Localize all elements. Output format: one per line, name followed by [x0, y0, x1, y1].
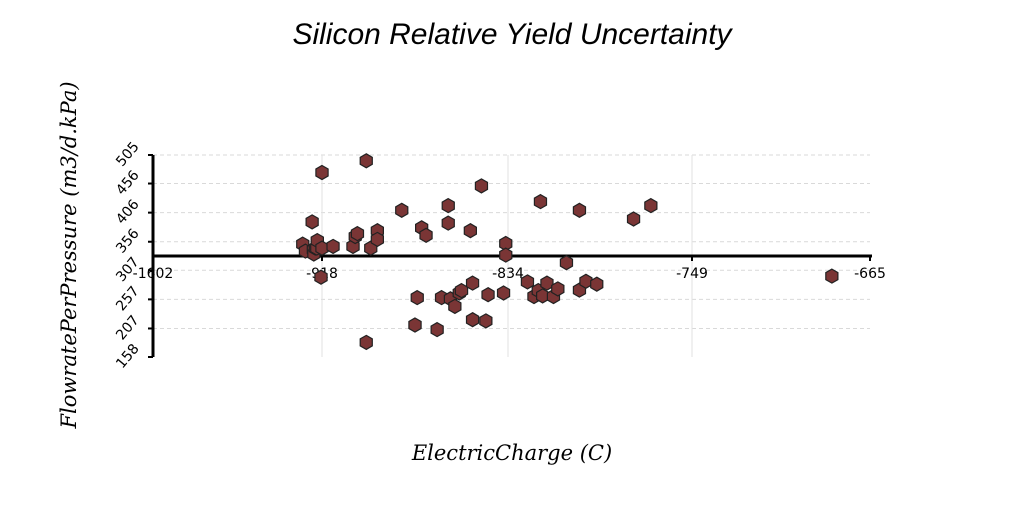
y-tick-label: 505 [113, 139, 142, 170]
data-point [499, 247, 513, 263]
grid-lines [153, 154, 870, 357]
data-point [441, 197, 455, 214]
data-point [441, 215, 455, 231]
y-axis-label: FlowratePerPressure (m3/d.kPa) [57, 81, 81, 429]
x-axis-ticks: -1602-918-834-749-665 [133, 256, 886, 282]
y-tick-label: 356 [113, 226, 142, 257]
data-point [430, 321, 444, 338]
data-point [350, 225, 365, 242]
data-point [520, 274, 535, 290]
data-point [395, 202, 409, 218]
y-tick-label: 406 [113, 197, 142, 228]
x-tick-label: -834 [492, 266, 524, 282]
data-point [315, 164, 329, 181]
data-point [551, 281, 565, 297]
data-point [626, 211, 641, 227]
y-tick-label: 158 [113, 341, 142, 372]
data-point [579, 273, 593, 289]
data-point [448, 298, 462, 315]
data-points [296, 153, 839, 351]
data-point [410, 289, 424, 306]
x-tick-label: -749 [676, 266, 708, 282]
data-point [305, 214, 319, 230]
data-point [590, 276, 604, 292]
axes [151, 155, 872, 357]
y-tick-label: 456 [113, 168, 142, 199]
data-point [359, 334, 373, 351]
data-point [496, 285, 511, 301]
data-point [481, 287, 495, 303]
data-point [572, 202, 587, 218]
x-axis-label: ElectricCharge (C) [411, 441, 612, 465]
data-point [825, 268, 839, 284]
data-point [479, 313, 493, 329]
data-point [314, 269, 328, 285]
data-point [408, 317, 422, 333]
data-point [454, 282, 469, 299]
data-point [644, 197, 658, 214]
data-point [463, 223, 477, 239]
y-tick-label: 207 [113, 313, 142, 344]
x-tick-label: -665 [854, 266, 886, 282]
data-point [370, 231, 384, 248]
data-point [315, 240, 329, 256]
data-point [533, 193, 548, 210]
data-point [465, 275, 480, 291]
data-point [419, 227, 433, 243]
data-point [465, 312, 480, 328]
data-point [559, 255, 574, 271]
data-point [326, 238, 340, 255]
y-tick-label: 257 [113, 283, 142, 314]
data-point [540, 275, 554, 291]
chart-title: Silicon Relative Yield Uncertainty [292, 18, 733, 51]
data-point [474, 178, 489, 194]
x-tick-label: -1602 [133, 266, 174, 282]
data-point [359, 153, 373, 169]
